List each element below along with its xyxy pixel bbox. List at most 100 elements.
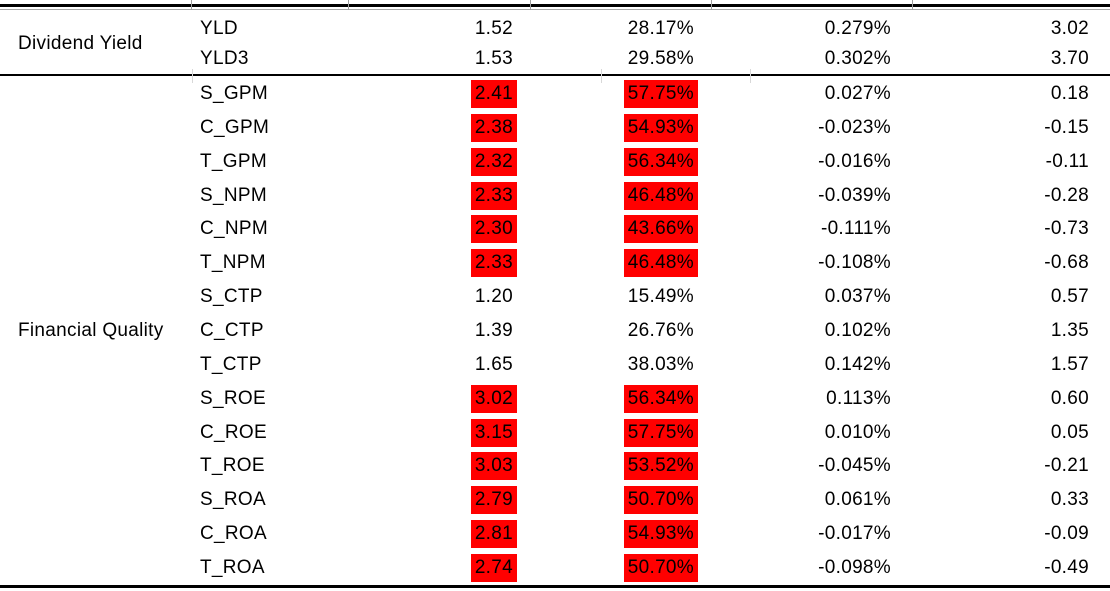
value-cell-3: -0.039%	[818, 184, 891, 206]
value-cell-3: -0.017%	[818, 523, 891, 545]
metric-label: S_NPM	[200, 184, 267, 206]
value-cell-1: 2.74	[470, 553, 517, 582]
metric-label: C_ROA	[200, 523, 267, 545]
value-cell-4: 0.18	[1050, 82, 1089, 104]
category-label: Dividend Yield	[18, 33, 143, 54]
metric-label: YLD	[200, 18, 238, 39]
value-cell-3: 0.027%	[824, 82, 891, 104]
table-row: C_ROE 3.15 57.75% 0.010% 0.05	[0, 416, 1110, 450]
table-row: S_NPM 2.33 46.48% -0.039% -0.28	[0, 179, 1110, 213]
value-cell-2: 57.75%	[623, 79, 698, 108]
value-cell-4: 0.05	[1050, 421, 1089, 443]
section-financial-quality: Financial Quality S_GPM 2.41 57.75% 0.027% 0.…	[0, 77, 1110, 585]
value-cell-4: 1.35	[1050, 319, 1089, 341]
column-tick	[530, 0, 531, 10]
top-rule	[0, 4, 1110, 7]
metric-label: S_CTP	[200, 286, 263, 308]
value-cell-3: 0.302%	[824, 48, 891, 69]
column-tick	[711, 0, 712, 10]
value-cell-4: 0.57	[1050, 286, 1089, 308]
value-cell-1: 1.39	[474, 319, 513, 341]
category-label: Financial Quality	[18, 320, 164, 341]
metric-label: S_ROA	[200, 489, 266, 511]
value-cell-1: 1.20	[474, 286, 513, 308]
bottom-rule	[0, 585, 1110, 588]
metric-label: C_ROE	[200, 421, 267, 443]
value-cell-4: -0.21	[1044, 455, 1089, 477]
value-cell-1: 3.02	[470, 384, 517, 413]
value-cell-2: 26.76%	[627, 319, 694, 341]
value-cell-4: 1.57	[1050, 353, 1089, 375]
value-cell-4: -0.09	[1044, 523, 1089, 545]
table-row: S_ROA 2.79 50.70% 0.061% 0.33	[0, 483, 1110, 517]
value-cell-4: 3.02	[1050, 18, 1089, 39]
table-row: C_CTP 1.39 26.76% 0.102% 1.35	[0, 314, 1110, 348]
value-cell-3: -0.023%	[818, 116, 891, 138]
rows-container: S_GPM 2.41 57.75% 0.027% 0.18 C_GPM 2.38 54.93%…	[0, 77, 1110, 585]
value-cell-1: 2.41	[470, 79, 517, 108]
value-cell-3: -0.111%	[820, 218, 891, 240]
section-dividend-yield: Dividend Yield YLD 1.52 28.17% 0.279% 3.02 YLD…	[0, 14, 1110, 74]
metric-label: C_GPM	[200, 116, 270, 138]
top-thin-rule	[0, 9, 1110, 10]
metric-label: S_ROE	[200, 387, 266, 409]
metric-label: YLD3	[200, 48, 249, 69]
column-tick	[192, 69, 193, 83]
value-cell-3: -0.045%	[818, 455, 891, 477]
value-cell-3: -0.016%	[818, 150, 891, 172]
value-cell-1: 2.33	[470, 181, 517, 210]
value-cell-2: 15.49%	[627, 286, 694, 308]
section-rule	[0, 74, 1110, 76]
value-cell-3: 0.142%	[824, 353, 891, 375]
metric-label: T_NPM	[200, 252, 266, 274]
value-cell-2: 46.48%	[623, 249, 698, 278]
value-cell-1: 1.65	[474, 353, 513, 375]
value-cell-2: 28.17%	[627, 18, 694, 39]
value-cell-2: 50.70%	[623, 553, 698, 582]
metric-label: S_GPM	[200, 82, 269, 104]
table-row: YLD 1.52 28.17% 0.279% 3.02	[0, 14, 1110, 44]
value-cell-2: 50.70%	[623, 486, 698, 515]
value-cell-4: 0.60	[1050, 387, 1089, 409]
metric-label: C_CTP	[200, 319, 264, 341]
table-row: S_ROE 3.02 56.34% 0.113% 0.60	[0, 382, 1110, 416]
metric-label: T_CTP	[200, 353, 262, 375]
rows-container: YLD 1.52 28.17% 0.279% 3.02 YLD3 1.53 29.58% 0.3…	[0, 14, 1110, 74]
value-cell-2: 46.48%	[623, 181, 698, 210]
value-cell-1: 2.30	[470, 215, 517, 244]
table-row: S_GPM 2.41 57.75% 0.027% 0.18	[0, 77, 1110, 111]
table-row: T_ROA 2.74 50.70% -0.098% -0.49	[0, 551, 1110, 585]
value-cell-2: 43.66%	[623, 215, 698, 244]
value-cell-3: 0.061%	[824, 489, 891, 511]
table-row: T_CTP 1.65 38.03% 0.142% 1.57	[0, 348, 1110, 382]
value-cell-4: 3.70	[1050, 48, 1089, 69]
value-cell-3: 0.102%	[824, 319, 891, 341]
table-row: C_GPM 2.38 54.93% -0.023% -0.15	[0, 111, 1110, 145]
column-tick	[750, 69, 751, 83]
table-row: YLD3 1.53 29.58% 0.302% 3.70	[0, 44, 1110, 74]
value-cell-3: 0.037%	[824, 286, 891, 308]
value-cell-3: 0.113%	[826, 387, 891, 409]
value-cell-1: 1.52	[474, 18, 513, 39]
value-cell-4: -0.15	[1044, 116, 1089, 138]
column-tick	[348, 0, 349, 10]
value-cell-1: 3.15	[470, 418, 517, 447]
value-cell-2: 56.34%	[623, 384, 698, 413]
value-cell-1: 1.53	[474, 48, 513, 69]
table-row: C_ROA 2.81 54.93% -0.017% -0.09	[0, 517, 1110, 551]
table-row: T_NPM 2.33 46.48% -0.108% -0.68	[0, 246, 1110, 280]
value-cell-4: 0.33	[1050, 489, 1089, 511]
value-cell-1: 2.79	[470, 486, 517, 515]
column-tick	[912, 0, 913, 10]
value-cell-2: 54.93%	[623, 520, 698, 549]
value-cell-1: 2.38	[470, 113, 517, 142]
value-cell-2: 29.58%	[627, 48, 694, 69]
value-cell-2: 54.93%	[623, 113, 698, 142]
column-tick	[601, 69, 602, 83]
value-cell-3: 0.010%	[824, 421, 891, 443]
value-cell-4: -0.73	[1044, 218, 1089, 240]
table-row: C_NPM 2.30 43.66% -0.111% -0.73	[0, 212, 1110, 246]
metric-label: T_ROA	[200, 556, 265, 578]
value-cell-3: 0.279%	[824, 18, 891, 39]
